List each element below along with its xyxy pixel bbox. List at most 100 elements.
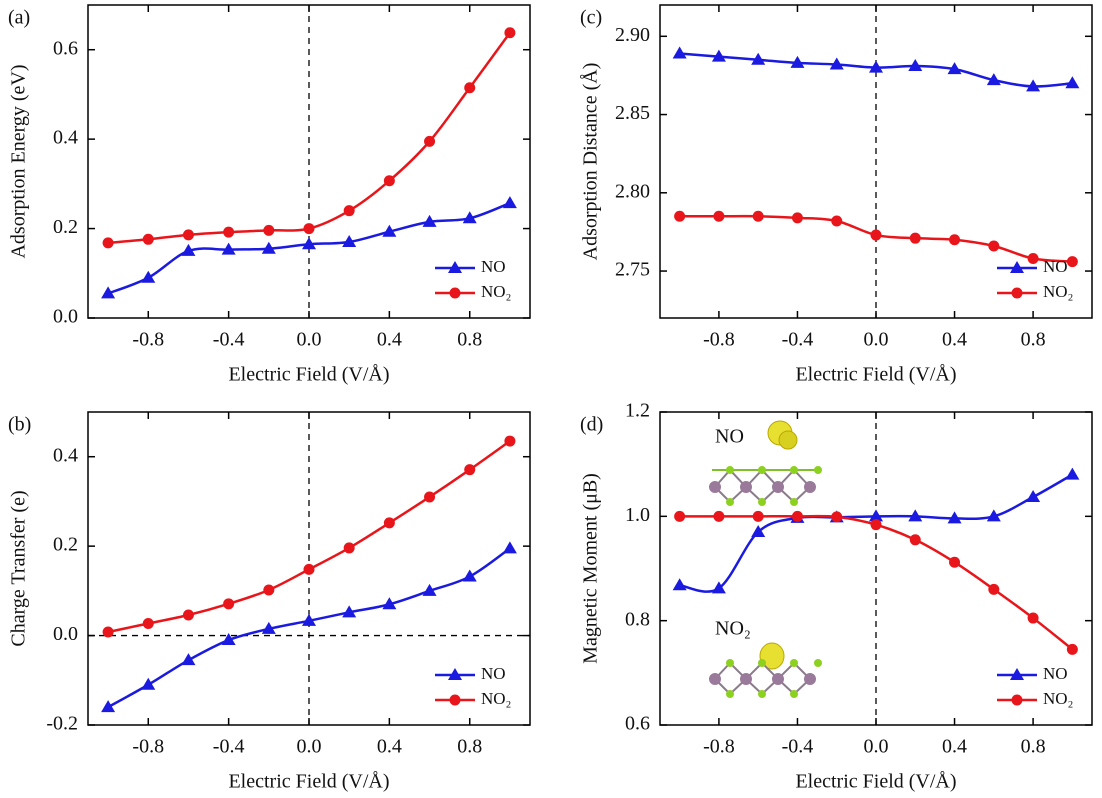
y-axis-label: Charge Transfer (e) <box>8 490 30 646</box>
marker-circle <box>988 583 1000 595</box>
marker-triangle <box>422 583 437 596</box>
inset-no <box>709 420 822 506</box>
marker-triangle <box>829 57 844 70</box>
marker-circle <box>831 511 843 523</box>
x-tick-label: 0.8 <box>1021 736 1046 758</box>
marker-circle <box>142 617 154 629</box>
marker-circle <box>142 233 154 245</box>
legend-label: NO <box>481 257 506 276</box>
x-tick-label: -0.8 <box>703 736 735 758</box>
marker-triangle <box>947 511 962 524</box>
marker-circle <box>102 626 114 638</box>
marker-circle <box>791 510 803 522</box>
marker-circle <box>713 210 725 222</box>
marker-circle <box>449 694 461 706</box>
panel-label: (b) <box>8 414 31 436</box>
marker-circle <box>1011 287 1023 299</box>
marker-triangle <box>502 196 517 209</box>
x-tick-label: 0.0 <box>864 329 889 351</box>
y-tick-label: 2.80 <box>615 180 650 202</box>
marker-triangle <box>711 49 726 62</box>
legend-label: NO₂ <box>481 689 511 708</box>
marker-circle <box>383 175 395 187</box>
marker-circle <box>909 534 921 546</box>
y-tick-label: 2.90 <box>615 24 650 46</box>
y-tick-label: 0.0 <box>53 623 78 645</box>
legend-label: NO <box>1043 664 1068 683</box>
marker-circle <box>988 240 1000 252</box>
x-tick-label: -0.4 <box>782 736 814 758</box>
x-axis-label: Electric Field (V/Å) <box>228 364 389 386</box>
marker-circle <box>464 82 476 94</box>
y-tick-label: 0.2 <box>53 216 78 238</box>
marker-circle <box>909 232 921 244</box>
x-tick-label: 0.8 <box>1021 329 1046 351</box>
marker-circle <box>102 237 114 249</box>
x-tick-label: 0.4 <box>377 329 402 351</box>
marker-circle <box>752 210 764 222</box>
marker-circle <box>791 212 803 224</box>
marker-triangle <box>302 613 316 626</box>
y-tick-label: 2.85 <box>615 102 650 124</box>
x-tick-label: 0.8 <box>457 329 482 351</box>
marker-circle <box>343 542 355 554</box>
marker-circle <box>674 210 686 222</box>
marker-circle <box>303 223 315 235</box>
panel: -0.8 -0.4 0.0 0.4 0.8 0.6 0.8 1.0 1.2 NO NO₂ (d) Ele… <box>580 400 1093 793</box>
marker-circle <box>870 519 882 531</box>
y-tick-label: 0.4 <box>53 444 78 466</box>
y-tick-label: -0.2 <box>46 713 78 735</box>
marker-circle <box>223 598 235 610</box>
marker-triangle <box>986 73 1001 86</box>
x-tick-label: -0.8 <box>132 736 164 758</box>
marker-triangle <box>101 700 116 713</box>
marker-circle <box>464 464 476 476</box>
marker-circle <box>1066 643 1078 655</box>
x-tick-label: -0.4 <box>213 329 245 351</box>
marker-triangle <box>908 59 923 72</box>
marker-triangle <box>181 243 196 256</box>
y-axis-label: Adsorption Distance (Å) <box>580 63 602 261</box>
marker-triangle <box>502 541 517 554</box>
panel-label: (d) <box>580 414 603 436</box>
legend-label: NO₂ <box>1043 282 1073 301</box>
marker-triangle <box>302 237 316 250</box>
marker-circle <box>1027 612 1039 624</box>
legend-label: NO <box>1043 257 1068 276</box>
marker-circle <box>263 224 275 236</box>
legend-label: NO <box>481 664 506 683</box>
marker-circle <box>449 287 461 299</box>
marker-circle <box>870 229 882 241</box>
marker-triangle <box>672 578 687 591</box>
marker-triangle <box>1065 76 1080 89</box>
panel: -0.8 -0.4 0.0 0.4 0.8 0.0 0.2 0.4 0.6 NO NO₂ (a) Ele… <box>8 4 531 386</box>
x-tick-label: 0.0 <box>297 329 322 351</box>
y-tick-label: 0.8 <box>625 608 650 630</box>
legend-label: NO₂ <box>481 282 511 301</box>
marker-triangle <box>462 211 477 224</box>
marker-circle <box>949 234 961 246</box>
y-tick-label: 0.2 <box>53 534 78 556</box>
marker-triangle <box>869 509 883 522</box>
panel-label: (a) <box>8 7 30 29</box>
marker-triangle <box>181 653 196 666</box>
marker-circle <box>831 215 843 227</box>
marker-circle <box>182 609 194 621</box>
y-tick-label: 1.0 <box>625 504 650 526</box>
marker-circle <box>424 491 436 503</box>
marker-circle <box>674 510 686 522</box>
marker-triangle <box>947 62 962 75</box>
marker-circle <box>303 563 315 575</box>
marker-triangle <box>1065 467 1080 480</box>
annotation: NO <box>715 426 744 448</box>
marker-circle <box>1027 253 1039 265</box>
x-tick-label: 0.8 <box>457 736 482 758</box>
marker-triangle <box>751 52 766 65</box>
marker-triangle <box>751 524 766 537</box>
marker-circle <box>713 510 725 522</box>
marker-circle <box>504 435 516 447</box>
marker-triangle <box>221 242 236 255</box>
y-tick-label: 0.0 <box>53 306 78 328</box>
